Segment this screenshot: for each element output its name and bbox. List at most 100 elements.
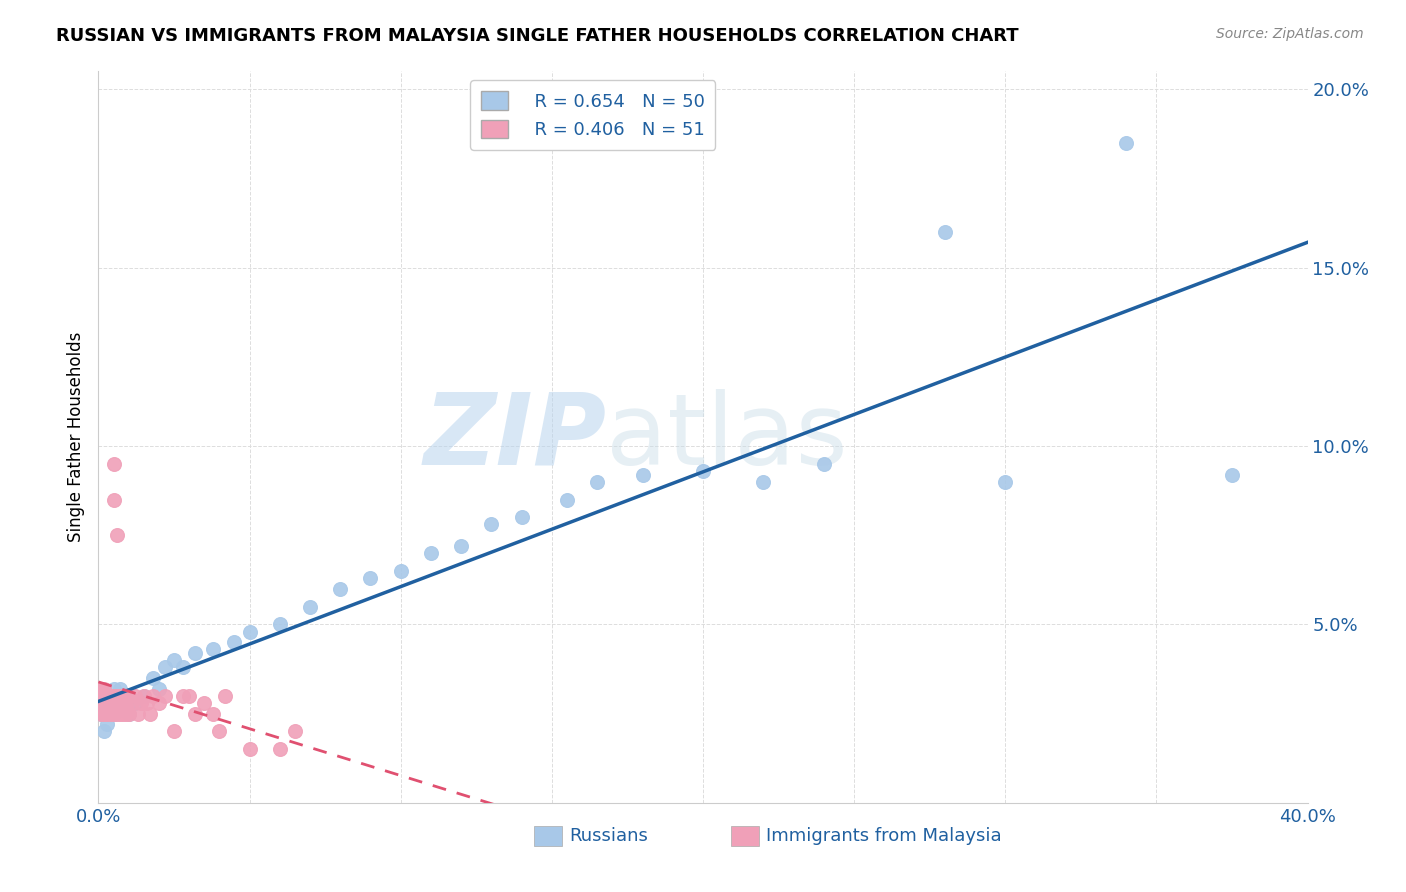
Point xyxy=(111,696,134,710)
Point xyxy=(239,742,262,756)
Point xyxy=(214,689,236,703)
Y-axis label: Single Father Households: Single Father Households xyxy=(66,332,84,542)
Point xyxy=(93,681,115,696)
Point xyxy=(105,528,128,542)
Point xyxy=(96,696,118,710)
Point xyxy=(103,706,125,721)
Point xyxy=(129,696,152,710)
Point xyxy=(202,642,225,657)
Point xyxy=(142,689,165,703)
Point xyxy=(93,724,115,739)
Point xyxy=(586,475,609,489)
Point xyxy=(389,564,412,578)
Text: Source: ZipAtlas.com: Source: ZipAtlas.com xyxy=(1216,27,1364,41)
Point xyxy=(124,696,146,710)
Point xyxy=(752,475,775,489)
Point xyxy=(96,696,118,710)
Point xyxy=(163,653,186,667)
Text: Immigrants from Malaysia: Immigrants from Malaysia xyxy=(766,827,1002,845)
Point xyxy=(105,689,128,703)
Point xyxy=(148,681,170,696)
Point xyxy=(108,699,131,714)
Point xyxy=(114,706,136,721)
Point xyxy=(450,539,472,553)
Point xyxy=(813,457,835,471)
Point xyxy=(172,689,194,703)
Point xyxy=(142,671,165,685)
Point xyxy=(132,689,155,703)
Point xyxy=(90,681,112,696)
Point xyxy=(105,706,128,721)
Point xyxy=(153,660,176,674)
Point xyxy=(139,706,162,721)
Point xyxy=(118,689,141,703)
Point xyxy=(111,699,134,714)
Point xyxy=(994,475,1017,489)
Point xyxy=(108,696,131,710)
Point xyxy=(90,689,112,703)
Point xyxy=(121,696,143,710)
Point xyxy=(105,689,128,703)
Point xyxy=(1220,467,1243,482)
Point xyxy=(103,696,125,710)
Point xyxy=(269,742,291,756)
Point xyxy=(93,689,115,703)
Point xyxy=(420,546,443,560)
Point xyxy=(934,225,956,239)
Point xyxy=(100,706,122,721)
Point xyxy=(111,689,134,703)
Point xyxy=(360,571,382,585)
Text: atlas: atlas xyxy=(606,389,848,485)
Point xyxy=(100,689,122,703)
Point xyxy=(179,689,201,703)
Point xyxy=(118,706,141,721)
Point xyxy=(631,467,654,482)
Point xyxy=(184,646,207,660)
Point xyxy=(108,706,131,721)
Point xyxy=(96,706,118,721)
Point xyxy=(90,706,112,721)
Point xyxy=(269,617,291,632)
Point xyxy=(1115,136,1137,150)
Point xyxy=(118,706,141,721)
Point xyxy=(172,660,194,674)
Point xyxy=(692,464,714,478)
Point xyxy=(103,492,125,507)
Point xyxy=(132,689,155,703)
Point xyxy=(224,635,246,649)
Point xyxy=(193,696,215,710)
Text: RUSSIAN VS IMMIGRANTS FROM MALAYSIA SINGLE FATHER HOUSEHOLDS CORRELATION CHART: RUSSIAN VS IMMIGRANTS FROM MALAYSIA SING… xyxy=(56,27,1019,45)
Point xyxy=(329,582,352,596)
Point xyxy=(90,706,112,721)
Point xyxy=(284,724,307,739)
Point xyxy=(103,457,125,471)
Point xyxy=(105,699,128,714)
Point xyxy=(103,689,125,703)
Point xyxy=(96,717,118,731)
Point xyxy=(93,706,115,721)
Point xyxy=(510,510,533,524)
Point xyxy=(100,699,122,714)
Point xyxy=(114,699,136,714)
Point xyxy=(202,706,225,721)
Text: Russians: Russians xyxy=(569,827,648,845)
Point xyxy=(153,689,176,703)
Point xyxy=(111,689,134,703)
Point xyxy=(105,696,128,710)
Point xyxy=(127,706,149,721)
Point xyxy=(299,599,322,614)
Point xyxy=(118,689,141,703)
Point xyxy=(555,492,578,507)
Point xyxy=(208,724,231,739)
Point xyxy=(124,689,146,703)
Point xyxy=(93,696,115,710)
Point xyxy=(481,517,503,532)
Point xyxy=(108,681,131,696)
Point xyxy=(96,706,118,721)
Point xyxy=(103,699,125,714)
Legend:   R = 0.654   N = 50,   R = 0.406   N = 51: R = 0.654 N = 50, R = 0.406 N = 51 xyxy=(470,80,716,150)
Point xyxy=(148,696,170,710)
Point xyxy=(100,689,122,703)
Point xyxy=(100,696,122,710)
Point xyxy=(90,696,112,710)
